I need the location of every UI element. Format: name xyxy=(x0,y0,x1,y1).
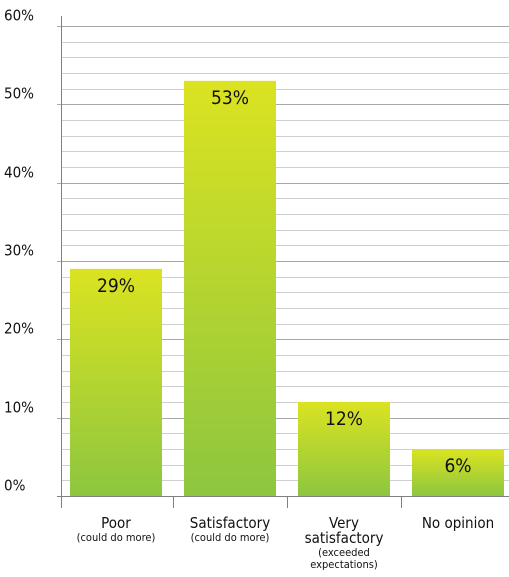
y-tick-label: 20% xyxy=(4,320,34,338)
y-tick-label: 10% xyxy=(4,399,34,417)
category-sublabel: (exceeded xyxy=(318,546,370,559)
bar-value-label: 12% xyxy=(325,408,363,430)
bar xyxy=(70,268,162,496)
y-tick-label: 40% xyxy=(4,164,34,182)
axes xyxy=(57,16,509,508)
y-tick-label: 60% xyxy=(4,7,34,25)
labels: 0%10%20%30%40%50%60%29%Poor(could do mor… xyxy=(4,7,494,572)
category-label: No opinion xyxy=(422,514,494,532)
category-sublabel: expectations) xyxy=(310,558,378,571)
category-label: Satisfactory xyxy=(190,514,270,532)
category-label: satisfactory xyxy=(305,529,384,547)
bar-value-label: 6% xyxy=(444,455,471,477)
category-sublabel: (could do more) xyxy=(191,531,270,544)
bar xyxy=(298,402,390,496)
bars xyxy=(70,80,504,496)
y-tick-label: 30% xyxy=(4,242,34,260)
category-label: Very xyxy=(329,514,359,532)
category-label: Poor xyxy=(101,514,131,532)
y-tick-label: 50% xyxy=(4,85,34,103)
category-sublabel: (could do more) xyxy=(77,531,156,544)
y-tick-label: 0% xyxy=(4,477,26,495)
bar-value-label: 29% xyxy=(97,275,135,297)
bar-value-label: 53% xyxy=(211,87,249,109)
bar xyxy=(412,449,504,496)
bar xyxy=(184,80,276,496)
